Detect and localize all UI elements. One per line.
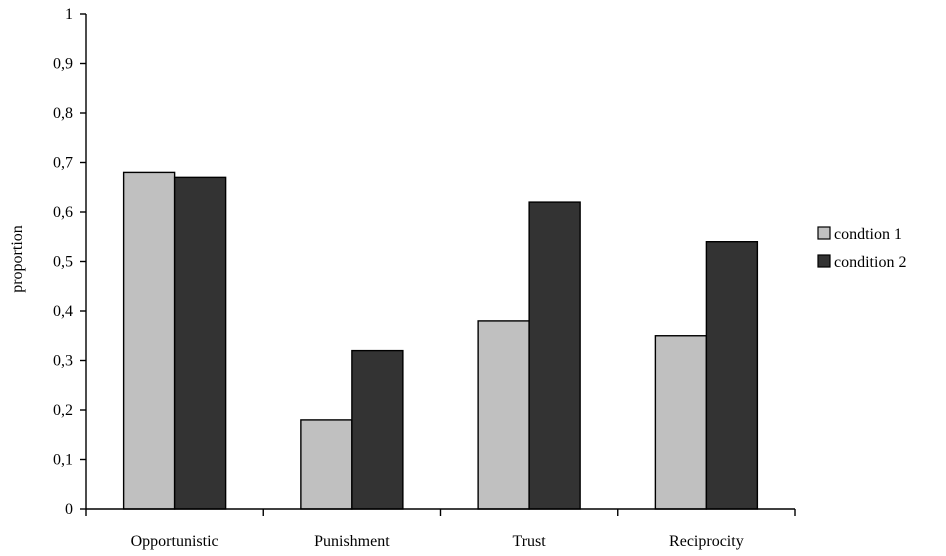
y-tick-label: 0,5: [53, 254, 73, 271]
bar-reciprocity-series-1: [654, 335, 708, 510]
legend: condtion 1 condition 2: [817, 226, 906, 271]
x-tick-label-trust: Trust: [513, 533, 547, 550]
x-axis-ticks: Opportunistic Punishment Trust Reciprocity: [85, 509, 796, 550]
bar-opportunistic-series-1: [122, 171, 176, 510]
y-tick-label: 0,9: [53, 56, 73, 73]
y-tick-label: 0,7: [53, 155, 73, 172]
y-tick-label: 0,6: [53, 204, 73, 221]
legend-swatch-series-2: [817, 254, 831, 268]
y-tick-label: 0: [65, 501, 73, 518]
x-tick-label-reciprocity: Reciprocity: [669, 533, 744, 550]
legend-swatch-series-1: [817, 226, 831, 240]
y-axis-title: proportion: [9, 225, 26, 293]
x-tick-label-opportunistic: Opportunistic: [131, 533, 219, 550]
y-axis-ticks: 0 0,1 0,2 0,3 0,4 0,5 0,6 0,7 0,8 0,9 1: [53, 6, 86, 518]
bar-punishment-series-2: [351, 349, 404, 510]
x-tick-label-punishment: Punishment: [314, 533, 390, 550]
legend-label-series-1: condtion 1: [834, 226, 902, 243]
y-tick-label: 0,2: [53, 402, 73, 419]
bar-trust-series-1: [477, 320, 530, 510]
bar-trust-series-2: [528, 201, 581, 510]
y-tick-label: 1: [65, 6, 73, 23]
bar-opportunistic-series-2: [173, 176, 227, 510]
bars: [122, 171, 759, 510]
y-tick-label: 0,8: [53, 105, 73, 122]
y-tick-label: 0,3: [53, 353, 73, 370]
y-tick-label: 0,4: [53, 303, 73, 320]
y-tick-label: 0,1: [53, 452, 73, 469]
bar-reciprocity-series-2: [705, 240, 759, 510]
bar-punishment-series-1: [300, 419, 353, 510]
legend-label-series-2: condition 2: [834, 254, 906, 271]
